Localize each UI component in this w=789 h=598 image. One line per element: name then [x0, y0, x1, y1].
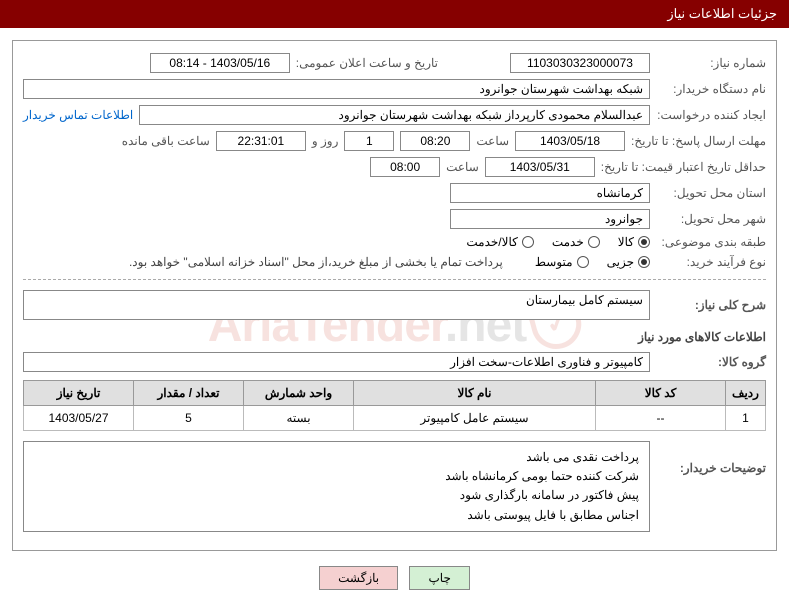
province-field: کرمانشاه [450, 183, 650, 203]
radio-both[interactable]: کالا/خدمت [466, 235, 533, 249]
cell-qty: 5 [134, 406, 244, 431]
radio-partial[interactable]: جزیی [607, 255, 650, 269]
announce-label: تاریخ و ساعت اعلان عمومی: [296, 56, 438, 70]
need-number-field: 1103030323000073 [510, 53, 650, 73]
buyer-note-2: شرکت کننده حتما بومی کرمانشاه باشد [34, 467, 639, 486]
purchase-type-radio-group: جزیی متوسط [535, 255, 650, 269]
radio-both-label: کالا/خدمت [466, 235, 517, 249]
row-deadline: مهلت ارسال پاسخ: تا تاریخ: 1403/05/18 سا… [23, 131, 766, 151]
cell-code: -- [596, 406, 726, 431]
purchase-note: پرداخت تمام یا بخشی از مبلغ خرید،از محل … [129, 255, 503, 269]
requester-label: ایجاد کننده درخواست: [656, 108, 766, 122]
table-row: 1 -- سیستم عامل کامپیوتر بسته 5 1403/05/… [24, 406, 766, 431]
requester-field: عبدالسلام محمودی کارپرداز شبکه بهداشت شه… [139, 105, 650, 125]
radio-service-circle [588, 236, 600, 248]
col-name: نام کالا [354, 381, 596, 406]
description-field: سیستم کامل بیمارستان [23, 290, 650, 320]
days-and-label: روز و [312, 134, 339, 148]
contact-link[interactable]: اطلاعات تماس خریدار [23, 108, 133, 122]
divider-1 [23, 279, 766, 280]
radio-goods[interactable]: کالا [618, 235, 650, 249]
province-label: استان محل تحویل: [656, 186, 766, 200]
cell-date: 1403/05/27 [24, 406, 134, 431]
buyer-org-field: شبکه بهداشت شهرستان جوانرود [23, 79, 650, 99]
row-goods-group: گروه کالا: کامپیوتر و فناوری اطلاعات-سخت… [23, 352, 766, 372]
page-header: جزئیات اطلاعات نیاز [0, 0, 789, 28]
goods-group-field: کامپیوتر و فناوری اطلاعات-سخت افزار [23, 352, 650, 372]
time-label-1: ساعت [476, 134, 509, 148]
buyer-note-4: اجناس مطابق با فایل پیوستی باشد [34, 506, 639, 525]
deadline-date-field: 1403/05/18 [515, 131, 625, 151]
row-validity: حداقل تاریخ اعتبار قیمت: تا تاریخ: 1403/… [23, 157, 766, 177]
radio-partial-circle [638, 256, 650, 268]
purchase-type-label: نوع فرآیند خرید: [656, 255, 766, 269]
buyer-notes-label: توضیحات خریدار: [656, 441, 766, 475]
table-header-row: ردیف کد کالا نام کالا واحد شمارش تعداد /… [24, 381, 766, 406]
col-unit: واحد شمارش [244, 381, 354, 406]
back-button[interactable]: بازگشت [319, 566, 398, 590]
validity-label: حداقل تاریخ اعتبار قیمت: تا تاریخ: [601, 160, 766, 174]
row-category: طبقه بندی موضوعی: کالا خدمت کالا/خدمت [23, 235, 766, 249]
remaining-label: ساعت باقی مانده [122, 134, 210, 148]
cell-row: 1 [726, 406, 766, 431]
radio-service[interactable]: خدمت [552, 235, 600, 249]
buyer-note-1: پرداخت نقدی می باشد [34, 448, 639, 467]
time-label-2: ساعت [446, 160, 479, 174]
radio-medium[interactable]: متوسط [535, 255, 589, 269]
page-title: جزئیات اطلاعات نیاز [667, 6, 777, 21]
row-description: شرح کلی نیاز: سیستم کامل بیمارستان [23, 290, 766, 320]
main-container: جزئیات اطلاعات نیاز AriaTender.net شماره… [0, 0, 789, 590]
radio-medium-label: متوسط [535, 255, 573, 269]
announce-field: 1403/05/16 - 08:14 [150, 53, 290, 73]
col-row: ردیف [726, 381, 766, 406]
need-number-label: شماره نیاز: [656, 56, 766, 70]
radio-goods-label: کالا [618, 235, 634, 249]
cell-unit: بسته [244, 406, 354, 431]
days-count-field: 1 [344, 131, 394, 151]
validity-date-field: 1403/05/31 [485, 157, 595, 177]
radio-partial-label: جزیی [607, 255, 634, 269]
row-buyer-org: نام دستگاه خریدار: شبکه بهداشت شهرستان ج… [23, 79, 766, 99]
deadline-time-field: 08:20 [400, 131, 470, 151]
row-requester: ایجاد کننده درخواست: عبدالسلام محمودی کا… [23, 105, 766, 125]
radio-service-label: خدمت [552, 235, 584, 249]
goods-group-label: گروه کالا: [656, 355, 766, 369]
radio-goods-circle [638, 236, 650, 248]
deadline-label: مهلت ارسال پاسخ: تا تاریخ: [631, 134, 766, 148]
category-radio-group: کالا خدمت کالا/خدمت [466, 235, 650, 249]
city-label: شهر محل تحویل: [656, 212, 766, 226]
city-field: جوانرود [450, 209, 650, 229]
description-label: شرح کلی نیاز: [656, 298, 766, 312]
button-row: چاپ بازگشت [0, 566, 789, 590]
validity-time-field: 08:00 [370, 157, 440, 177]
col-qty: تعداد / مقدار [134, 381, 244, 406]
goods-section-title: اطلاعات کالاهای مورد نیاز [23, 330, 766, 344]
col-date: تاریخ نیاز [24, 381, 134, 406]
row-buyer-notes: توضیحات خریدار: پرداخت نقدی می باشد شرکت… [23, 441, 766, 532]
goods-table: ردیف کد کالا نام کالا واحد شمارش تعداد /… [23, 380, 766, 431]
radio-medium-circle [577, 256, 589, 268]
category-label: طبقه بندی موضوعی: [656, 235, 766, 249]
buyer-note-3: پیش فاکتور در سامانه بارگذاری شود [34, 486, 639, 505]
radio-both-circle [522, 236, 534, 248]
row-purchase-type: نوع فرآیند خرید: جزیی متوسط پرداخت تمام … [23, 255, 766, 269]
cell-name: سیستم عامل کامپیوتر [354, 406, 596, 431]
col-code: کد کالا [596, 381, 726, 406]
buyer-org-label: نام دستگاه خریدار: [656, 82, 766, 96]
print-button[interactable]: چاپ [409, 566, 469, 590]
content-panel: AriaTender.net شماره نیاز: 1103030323000… [12, 40, 777, 551]
buyer-notes-box: پرداخت نقدی می باشد شرکت کننده حتما بومی… [23, 441, 650, 532]
row-city: شهر محل تحویل: جوانرود [23, 209, 766, 229]
countdown-field: 22:31:01 [216, 131, 306, 151]
row-need-number: شماره نیاز: 1103030323000073 تاریخ و ساع… [23, 53, 766, 73]
row-province: استان محل تحویل: کرمانشاه [23, 183, 766, 203]
